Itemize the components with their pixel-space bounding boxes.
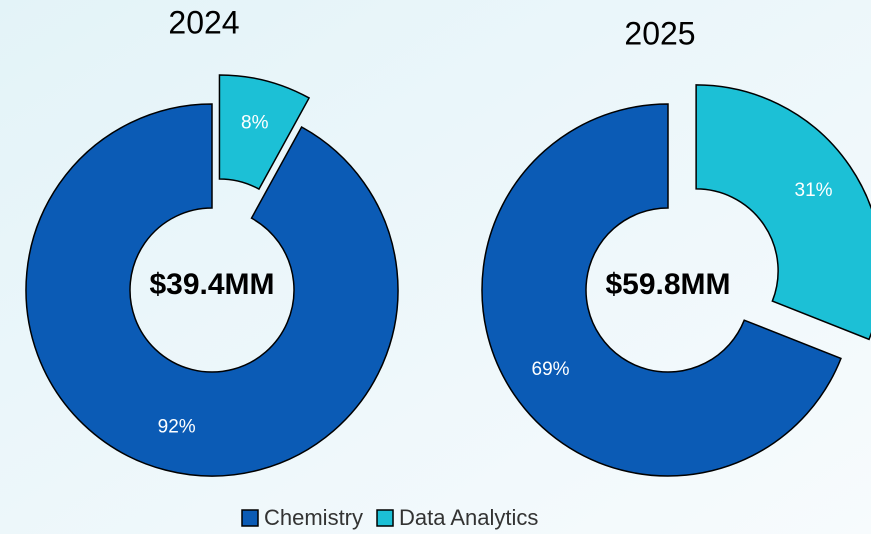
donut-segment [695, 84, 871, 341]
legend-label: Chemistry [264, 505, 363, 530]
legend-swatch [241, 509, 259, 527]
center-label: $59.8MM [605, 268, 730, 301]
chart-title: 2025 [624, 15, 695, 51]
legend-label: Data Analytics [399, 505, 538, 530]
chart-title: 2024 [168, 4, 239, 40]
data-label: 69% [532, 359, 570, 380]
data-label: 92% [158, 417, 196, 438]
data-label: 8% [241, 112, 269, 133]
donut-segment [481, 103, 842, 477]
data-label: 31% [795, 180, 833, 201]
legend-swatch [376, 509, 394, 527]
donut-segment [25, 103, 399, 477]
center-label: $39.4MM [149, 268, 274, 301]
donut-segment [218, 74, 311, 191]
